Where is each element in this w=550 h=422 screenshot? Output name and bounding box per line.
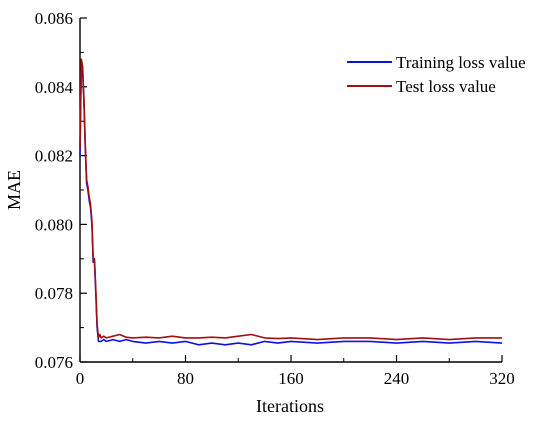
y-tick-label: 0.084 <box>35 78 74 97</box>
y-tick-label: 0.080 <box>35 215 73 234</box>
y-axis-title: MAE <box>4 170 24 210</box>
legend-label-training-loss-value: Training loss value <box>396 53 526 72</box>
y-tick-label: 0.078 <box>35 284 73 303</box>
y-tick-label: 0.082 <box>35 147 73 166</box>
legend-label-test-loss-value: Test loss value <box>396 77 496 96</box>
x-axis-title: Iterations <box>256 396 324 416</box>
chart-legend: Training loss value Test loss value <box>347 53 526 96</box>
x-tick-label: 160 <box>278 369 304 388</box>
x-tick-label: 0 <box>76 369 85 388</box>
x-tick-label: 320 <box>489 369 515 388</box>
series-line-training-loss-value <box>79 61 503 346</box>
y-tick-label: 0.086 <box>35 9 73 28</box>
y-tick-label: 0.076 <box>35 353 73 372</box>
series-line-test-loss-value <box>79 58 502 341</box>
x-tick-label: 240 <box>384 369 410 388</box>
x-tick-label: 80 <box>177 369 194 388</box>
chart-axes: 0.076 0.078 0.080 0.082 0.084 0.086 0 80 160 240 3… <box>35 9 515 388</box>
chart-series <box>79 58 503 346</box>
